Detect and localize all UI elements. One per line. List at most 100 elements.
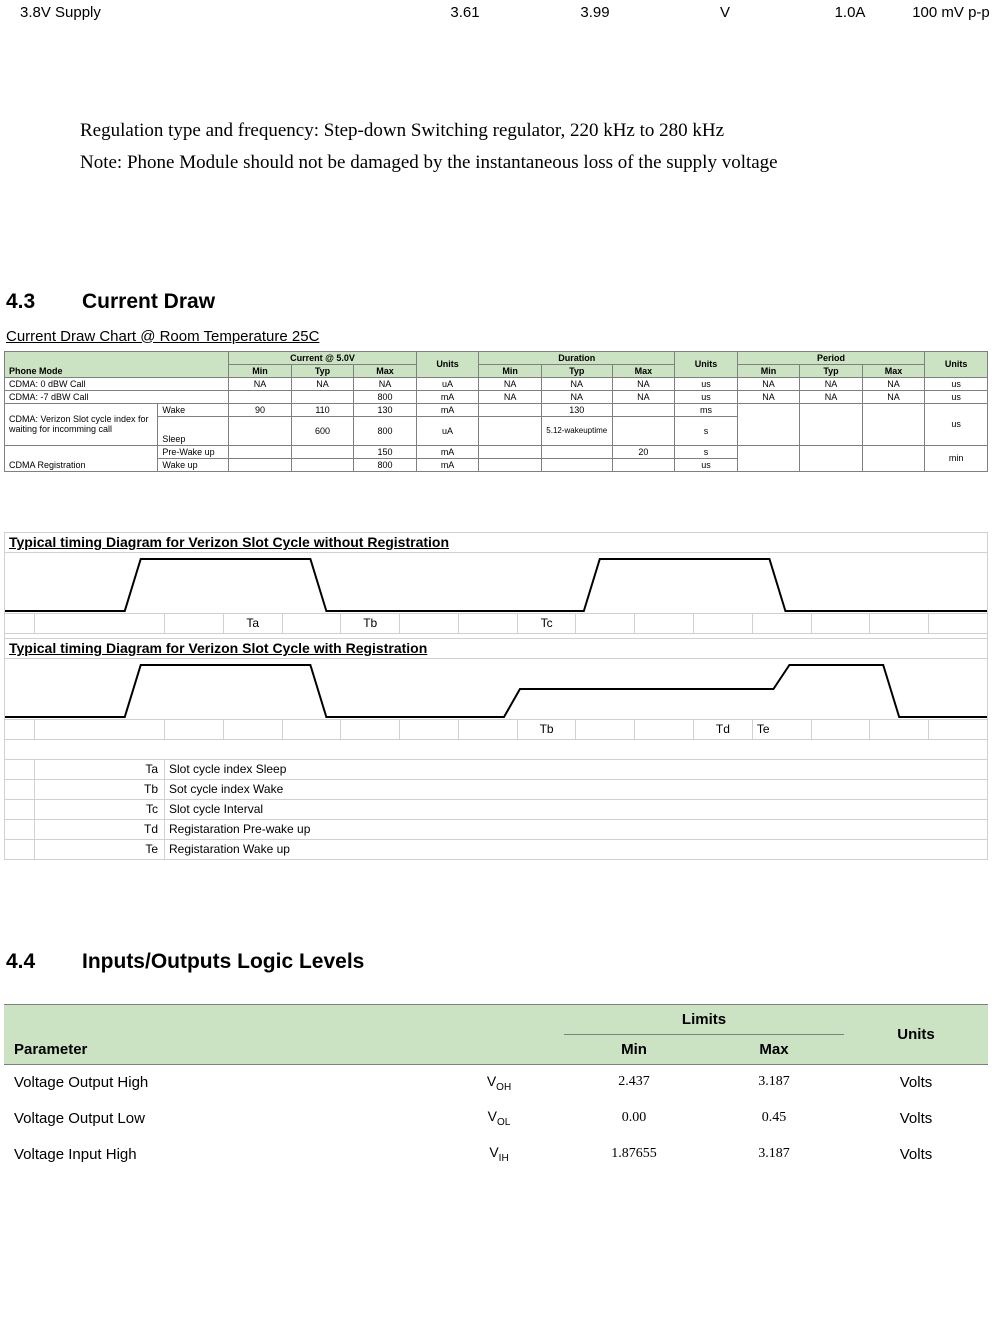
cell: ms	[675, 403, 738, 416]
legend-text: Slot cycle index Sleep	[165, 759, 988, 779]
cell	[479, 445, 542, 458]
cell-units: Volts	[844, 1064, 988, 1100]
cell: 90	[229, 403, 292, 416]
hdr-blank	[434, 1004, 564, 1064]
regulation-notes: Regulation type and frequency: Step-down…	[80, 115, 992, 180]
label-tb: Tb	[341, 613, 400, 633]
supply-max: 3.99	[530, 4, 660, 21]
hdr-duration: Duration	[479, 351, 675, 364]
cell: us	[675, 458, 738, 471]
cell-symbol: VIH	[434, 1136, 564, 1172]
section-number: 4.3	[6, 290, 82, 314]
cell: NA	[479, 390, 542, 403]
cell: NA	[541, 390, 612, 403]
section-4-3-heading: 4.3 Current Draw	[6, 290, 992, 314]
legend-key: Te	[35, 839, 165, 859]
legend-text: Registaration Pre-wake up	[165, 819, 988, 839]
cell	[479, 416, 542, 445]
cell-mode: CDMA: -7 dBW Call	[5, 390, 229, 403]
cell: NA	[800, 390, 863, 403]
cell	[291, 458, 354, 471]
cell: NA	[479, 377, 542, 390]
cell	[862, 403, 925, 445]
cell: 130	[354, 403, 417, 416]
label-tb2: Tb	[517, 719, 576, 739]
supply-row: 3.8V Supply 3.61 3.99 V 1.0A 100 mV p-p	[0, 0, 992, 25]
cell: uA	[416, 416, 479, 445]
cell-submode: Wake	[158, 403, 229, 416]
label-tc: Tc	[517, 613, 576, 633]
legend-text: Registaration Wake up	[165, 839, 988, 859]
hdr-max: Max	[862, 364, 925, 377]
cell	[229, 458, 292, 471]
cell-param: Voltage Input High	[4, 1136, 434, 1172]
cell: mA	[416, 403, 479, 416]
cell	[229, 416, 292, 445]
hdr-typ: Typ	[291, 364, 354, 377]
supply-name: 3.8V Supply	[20, 4, 400, 21]
cell: 800	[354, 458, 417, 471]
cell	[479, 403, 542, 416]
cell: 110	[291, 403, 354, 416]
hdr-min: Min	[564, 1034, 704, 1064]
legend-key: Td	[35, 819, 165, 839]
table-row: Voltage Output High VOH 2.437 3.187 Volt…	[4, 1064, 988, 1100]
section-title: Inputs/Outputs Logic Levels	[82, 950, 364, 974]
timing-wave-1	[5, 553, 987, 613]
cell: us	[675, 390, 738, 403]
hdr-units: Units	[844, 1004, 988, 1064]
cell	[612, 416, 675, 445]
cell: 800	[354, 416, 417, 445]
cell: NA	[229, 377, 292, 390]
cell-units: Volts	[844, 1136, 988, 1172]
cell-min: 2.437	[564, 1064, 704, 1100]
hdr-p-units: Units	[925, 351, 988, 377]
supply-min: 3.61	[400, 4, 530, 21]
cell: NA	[612, 390, 675, 403]
note-line2: Note: Phone Module should not be damaged…	[80, 147, 992, 179]
cell: NA	[541, 377, 612, 390]
cell-max: 3.187	[704, 1064, 844, 1100]
section-number: 4.4	[6, 950, 82, 974]
cell-max: 3.187	[704, 1136, 844, 1172]
cell	[800, 445, 863, 471]
cell	[737, 403, 800, 445]
current-draw-table: Phone Mode Current @ 5.0V Units Duration…	[4, 351, 988, 472]
legend-text: Slot cycle Interval	[165, 799, 988, 819]
hdr-period: Period	[737, 351, 925, 364]
timing-diagram-area: Typical timing Diagram for Verizon Slot …	[4, 532, 988, 860]
cell-symbol: VOL	[434, 1100, 564, 1136]
cell: NA	[862, 390, 925, 403]
hdr-d-units: Units	[675, 351, 738, 377]
supply-units: V	[660, 4, 790, 21]
cell: NA	[612, 377, 675, 390]
hdr-max: Max	[354, 364, 417, 377]
cell: us	[925, 403, 988, 445]
hdr-min: Min	[479, 364, 542, 377]
cell	[862, 445, 925, 471]
cell: us	[925, 390, 988, 403]
cell-submode: Pre-Wake up	[158, 445, 229, 458]
hdr-limits: Limits	[564, 1004, 844, 1034]
table-header-row: Parameter Limits Units	[4, 1004, 988, 1034]
cell: us	[675, 377, 738, 390]
cell-mode: CDMA: Verizon Slot cycle index for waiti…	[5, 403, 158, 445]
cell: uA	[416, 377, 479, 390]
cell	[541, 458, 612, 471]
cell: 5.12-wakeuptime	[541, 416, 612, 445]
hdr-min: Min	[229, 364, 292, 377]
label-te: Te	[752, 719, 811, 739]
hdr-max: Max	[612, 364, 675, 377]
legend-key: Tb	[35, 779, 165, 799]
hdr-c-units: Units	[416, 351, 479, 377]
cell-param: Voltage Output High	[4, 1064, 434, 1100]
table-row: CDMA Registration Pre-Wake up 150 mA 20 …	[5, 445, 988, 458]
label-td: Td	[694, 719, 753, 739]
logic-levels-table: Parameter Limits Units Min Max Voltage O…	[4, 1004, 988, 1172]
current-draw-subtitle: Current Draw Chart @ Room Temperature 25…	[6, 328, 992, 345]
cell	[229, 445, 292, 458]
timing-title-2: Typical timing Diagram for Verizon Slot …	[9, 640, 427, 656]
timing-grid: Typical timing Diagram for Verizon Slot …	[4, 532, 988, 860]
timing-title-1: Typical timing Diagram for Verizon Slot …	[9, 534, 449, 550]
cell-submode: Sleep	[158, 416, 229, 445]
